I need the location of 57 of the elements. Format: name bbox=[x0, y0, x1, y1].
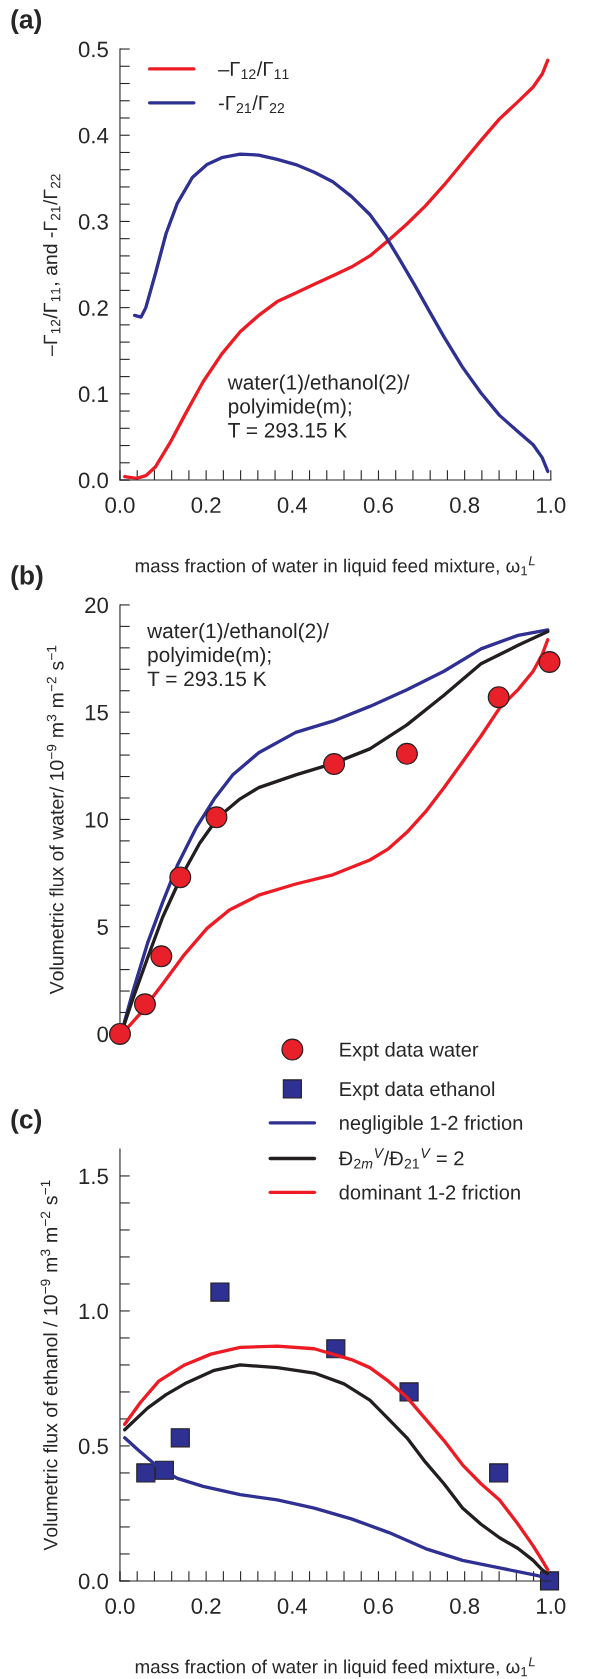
x-axis-title: mass fraction of water in liquid feed mixture, ω$_{1}$$^{L}$ bbox=[135, 1657, 535, 1678]
y-axis-title: –Γ$_{12}$/Γ$_{11}$, and -Γ$_{21}$/Γ$_{22}$ bbox=[43, 174, 61, 357]
x-tick-label: 0.2 bbox=[191, 497, 221, 514]
y-tick-label: 0.5 bbox=[78, 1438, 108, 1455]
annotation: water(1)/ethanol(2)/ polyimide(m); T = 293.15 K bbox=[227, 374, 410, 438]
x-tick-label: 0.6 bbox=[363, 1598, 393, 1614]
point bbox=[395, 742, 418, 765]
x-tick-label: 0.8 bbox=[450, 497, 480, 514]
y-tick-label: 20 bbox=[85, 597, 108, 614]
y-tick-label: 0.0 bbox=[78, 1573, 108, 1590]
x-tick-label: 0.8 bbox=[450, 1598, 480, 1614]
point bbox=[109, 1022, 131, 1045]
y-tick-label: 0 bbox=[97, 1026, 108, 1043]
y-tick-label: 0.2 bbox=[78, 300, 108, 316]
point bbox=[205, 806, 228, 829]
legend-label: -Γ$_{21}$/Γ$_{22}$ bbox=[218, 95, 285, 113]
y-tick-label: 1.5 bbox=[79, 1168, 108, 1185]
legend-label: –Γ$_{12}$/Γ$_{11}$ bbox=[218, 61, 289, 80]
y-axis-title: Volumetric flux of water/ 10$^{−9}$ m$^{3}$ m$^{−2}$ s$^{−1}$ bbox=[46, 645, 64, 995]
point bbox=[210, 1282, 230, 1302]
point bbox=[136, 1463, 156, 1483]
point bbox=[487, 686, 510, 709]
x-tick-label: 0.4 bbox=[277, 1598, 308, 1614]
line-series bbox=[132, 152, 550, 474]
point bbox=[150, 945, 173, 968]
legend-label: Expt data water bbox=[340, 1041, 479, 1061]
point bbox=[133, 993, 156, 1016]
chart-title: (a) bbox=[11, 9, 42, 34]
y-tick-label: 5 bbox=[97, 919, 108, 935]
point bbox=[170, 1428, 190, 1448]
line-series bbox=[123, 58, 550, 480]
y-axis-title: Volumetric flux of ethanol / 10$^{−9}$ m$^{3}$ m$^{−2}$ s$^{−1}$ bbox=[40, 1180, 58, 1551]
point bbox=[323, 753, 346, 776]
annotation: water(1)/ethanol(2)/ polyimide(m); T = 293.15 K bbox=[147, 622, 329, 687]
chart-title: (c) bbox=[11, 1109, 42, 1134]
legend-label: Đ$_{2m}$$^{V}$/Đ$_{21}$$^{V}$ = 2 bbox=[338, 1148, 464, 1169]
legend-label: dominant 1-2 friction bbox=[339, 1184, 520, 1200]
point bbox=[538, 651, 561, 673]
legend-label: negligible 1-2 friction bbox=[340, 1115, 523, 1135]
chart-title: (b) bbox=[11, 565, 43, 590]
x-tick-label: 1.0 bbox=[537, 1598, 566, 1614]
y-tick-label: 10 bbox=[85, 811, 108, 828]
legend-label: Expt data ethanol bbox=[340, 1081, 495, 1101]
x-axis-title: mass fraction of water in liquid feed mixture, ω$_{1}$$^{L}$ bbox=[135, 556, 535, 577]
y-tick-label: 15 bbox=[85, 704, 108, 721]
x-tick-label: 0.6 bbox=[363, 497, 393, 514]
x-tick-label: 0.4 bbox=[277, 497, 308, 514]
y-tick-label: 0.5 bbox=[78, 41, 108, 58]
point bbox=[489, 1463, 509, 1483]
y-tick-label: 0.3 bbox=[78, 213, 108, 230]
y-tick-label: 0.1 bbox=[78, 386, 108, 403]
y-tick-label: 0.0 bbox=[78, 472, 108, 489]
y-tick-label: 1.0 bbox=[79, 1303, 108, 1320]
x-tick-label: 0.2 bbox=[191, 1598, 221, 1614]
point bbox=[169, 866, 192, 889]
x-tick-label: 1.0 bbox=[537, 497, 566, 514]
y-tick-label: 0.4 bbox=[78, 127, 109, 144]
